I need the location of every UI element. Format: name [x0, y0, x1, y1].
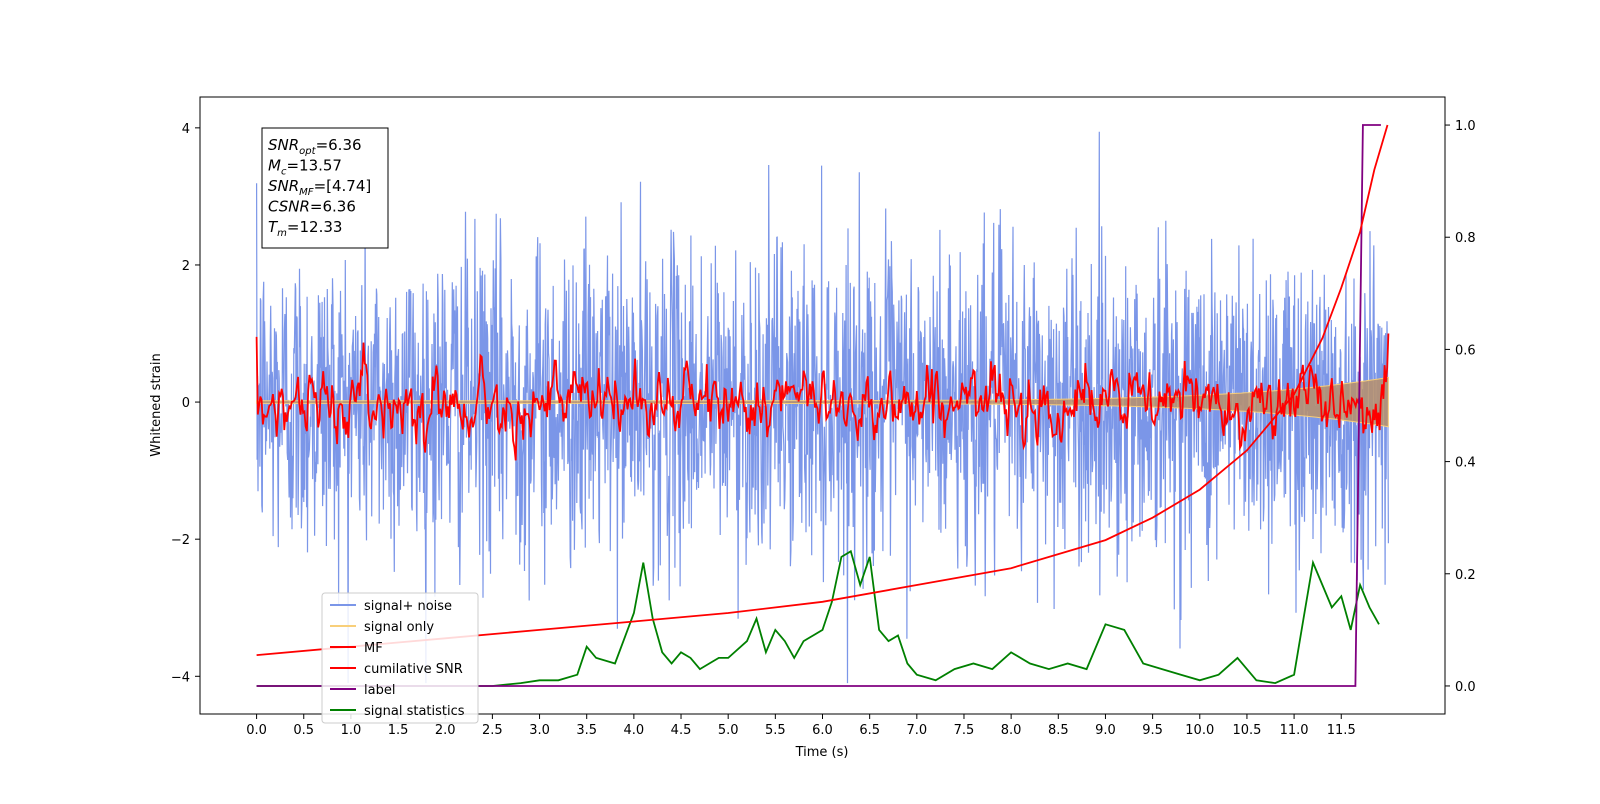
legend-label: signal+ noise: [364, 599, 452, 614]
x-tick-label: 3.5: [576, 723, 597, 738]
x-tick-label: 8.0: [1001, 723, 1022, 738]
x-tick-label: 7.5: [954, 723, 975, 738]
y2-tick-label: 0.8: [1455, 231, 1476, 246]
y-axis-ticks: 4 2 0 −2 −4: [171, 122, 200, 685]
annotation-line: CSNR=6.36: [268, 198, 356, 216]
mf-trace: [255, 333, 1390, 461]
x-tick-label: 5.5: [765, 723, 786, 738]
y-axis-label: Whitened strain: [149, 353, 164, 456]
y-tick-label: 4: [182, 122, 190, 137]
annotation-box: SNRopt=6.36Mc=13.57SNRMF=[4.74]CSNR=6.36…: [261, 127, 389, 249]
x-tick-label: 3.0: [529, 723, 550, 738]
signal-noise-line: [256, 131, 1389, 684]
annotation-line: SNRopt=6.36: [268, 136, 362, 157]
legend-label: MF: [364, 641, 383, 656]
x-tick-label: 0.0: [246, 723, 267, 738]
x-tick-label: 7.0: [906, 723, 927, 738]
x-tick-label: 0.5: [293, 723, 314, 738]
series-line-cumilative-snr: [256, 124, 1389, 656]
x-tick-label: 11.5: [1327, 723, 1356, 738]
y2-tick-label: 0.4: [1455, 456, 1476, 471]
annotation-line: Tm=12.33: [268, 218, 342, 239]
annotation-line: Mc=13.57: [268, 157, 342, 178]
x-axis-label: Time (s): [795, 745, 849, 760]
x-tick-label: 1.0: [341, 723, 362, 738]
y2-tick-label: 1.0: [1455, 119, 1476, 134]
x-tick-label: 2.0: [435, 723, 456, 738]
y2-tick-label: 0.2: [1455, 568, 1476, 583]
y-tick-label: 0: [182, 396, 190, 411]
y-tick-label: 2: [182, 259, 190, 274]
annotation-line: SNRMF=[4.74]: [268, 177, 371, 198]
x-tick-label: 9.5: [1142, 723, 1163, 738]
y2-axis-ticks: 1.0 0.8 0.6 0.4 0.2 0.0: [1445, 119, 1476, 695]
y2-tick-label: 0.0: [1455, 680, 1476, 695]
legend-label: label: [364, 683, 395, 698]
legend-label: signal statistics: [364, 704, 465, 719]
x-tick-label: 4.0: [624, 723, 645, 738]
x-tick-label: 4.5: [671, 723, 692, 738]
x-axis-ticks: 0.0 0.5 1.0 1.5 2.0 2.5 3.0 3.5 4.0 4.5 5.0 5.5 6.0 6…: [246, 714, 1356, 738]
x-tick-label: 11.0: [1280, 723, 1309, 738]
x-tick-label: 10.5: [1232, 723, 1261, 738]
x-tick-label: 8.5: [1048, 723, 1069, 738]
y-tick-label: −2: [171, 533, 190, 548]
x-tick-label: 2.5: [482, 723, 503, 738]
legend-label: cumilative SNR: [364, 662, 463, 677]
x-tick-label: 9.0: [1095, 723, 1116, 738]
series-line-label: [256, 124, 1381, 687]
y-tick-label: −4: [171, 670, 190, 685]
legend-label: signal only: [364, 620, 434, 635]
y2-tick-label: 0.6: [1455, 343, 1476, 358]
x-tick-label: 6.0: [812, 723, 833, 738]
x-tick-label: 6.5: [859, 723, 880, 738]
signal-noise-trace: [256, 131, 1389, 684]
legend: signal+ noise signal only MF cumilative SNR…: [321, 592, 479, 724]
x-tick-label: 10.0: [1185, 723, 1214, 738]
x-tick-label: 5.0: [718, 723, 739, 738]
x-tick-label: 1.5: [388, 723, 409, 738]
series-line-signal-statistics: [256, 549, 1380, 687]
